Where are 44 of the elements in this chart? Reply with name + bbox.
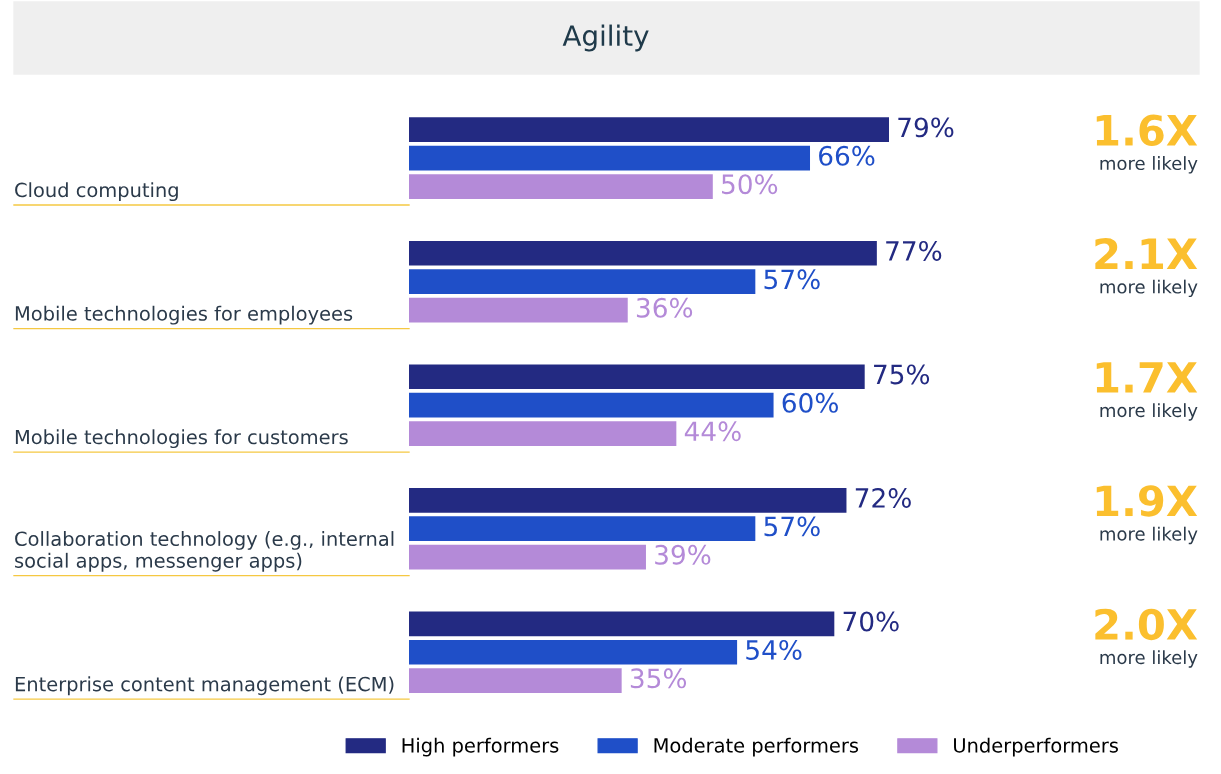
data-label: 36%	[636, 297, 693, 318]
data-label: 35%	[630, 668, 687, 689]
bar	[409, 611, 835, 637]
text: 1.6X more likely	[1096, 114, 1198, 174]
bar	[409, 544, 646, 570]
data-label: 54%	[746, 639, 802, 660]
data-label: 39%	[655, 544, 711, 565]
bar	[409, 174, 713, 199]
y-tick-label: Enterprise content management (ECM)	[15, 676, 394, 696]
data-label: 60%	[782, 392, 838, 413]
bar	[409, 269, 756, 294]
data-label: 72%	[855, 487, 911, 508]
text: 1.7X more likely	[1096, 362, 1198, 421]
data-label: 77%	[886, 240, 942, 261]
bar	[409, 668, 622, 693]
y-tick-label: Mobile technologies for customers	[15, 429, 348, 449]
legend-label: High performers	[402, 737, 559, 757]
bar	[409, 364, 865, 390]
text: 2.1X more likely	[1095, 238, 1198, 298]
data-label: 50%	[722, 174, 778, 195]
legend-label: Moderate performers	[654, 737, 859, 757]
bar	[409, 145, 811, 171]
chart-title: Agility	[562, 24, 649, 52]
bar	[409, 516, 756, 542]
y-tick-label: Collaboration technology (e.g., internal social apps, messenger apps)	[15, 531, 394, 572]
bar	[409, 487, 847, 513]
data-label: 75%	[874, 364, 930, 385]
data-label: 70%	[843, 611, 899, 632]
text: 2.0X more likely	[1095, 608, 1198, 668]
data-label: 57%	[764, 516, 820, 537]
data-label: 44%	[684, 421, 741, 442]
bar	[409, 421, 677, 446]
data-label: 57%	[764, 269, 820, 290]
bar	[409, 117, 889, 143]
bar	[409, 297, 628, 323]
bar	[409, 639, 738, 665]
bar	[409, 392, 774, 418]
legend-label: Underperformers	[954, 737, 1118, 757]
y-tick-label: Mobile technologies for employees	[15, 305, 353, 325]
data-label: 79%	[898, 117, 954, 138]
y-tick-label: Cloud computing	[15, 182, 178, 202]
data-label: 66%	[819, 145, 875, 166]
bar	[409, 240, 877, 266]
text: 1.9X more likely	[1096, 485, 1198, 545]
